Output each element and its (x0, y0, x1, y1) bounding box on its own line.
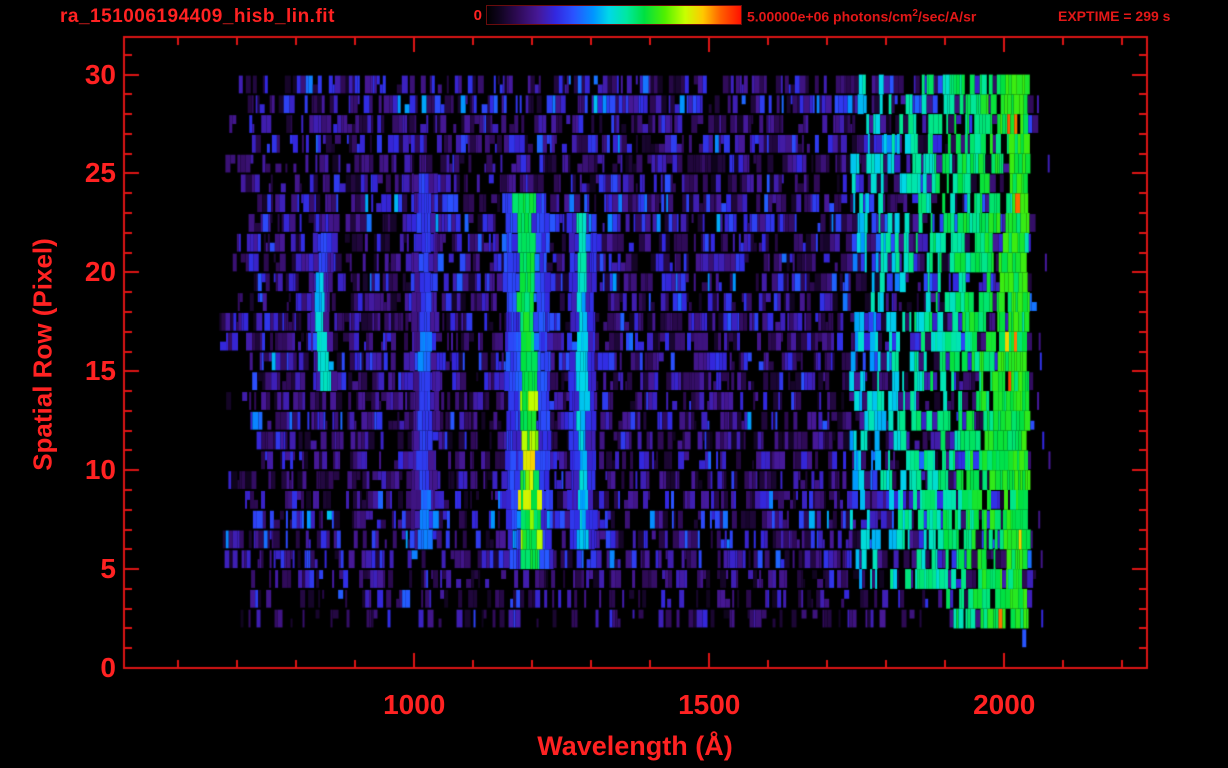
x-tick-label: 1500 (678, 689, 741, 720)
x-tick-label: 1000 (383, 689, 446, 720)
colorbar-units-superscript: 2 (912, 8, 918, 19)
y-tick-label: 10 (84, 454, 116, 486)
colorbar-units-suffix: /sec/A/sr (917, 8, 977, 25)
colorbar-gradient (486, 5, 742, 25)
x-axis-title: Wavelength (Å) (537, 731, 733, 761)
y-axis-title: Spatial Row (Pixel) (27, 238, 58, 471)
y-tick-label: 25 (84, 157, 116, 189)
filename-title: ra_151006194409_hisb_lin.fit (60, 6, 335, 27)
y-tick-label: 15 (84, 355, 116, 387)
colorbar-max-units-label: 5.00000e+06 photons/cm2/sec/A/sr (747, 8, 976, 25)
y-tick-label: 20 (84, 256, 116, 288)
y-tick-label: 0 (100, 652, 116, 683)
colorbar-max-value: 5.00000e+06 (747, 8, 830, 25)
y-tick-label: 5 (100, 553, 116, 585)
colorbar-units-prefix: photons/cm (829, 8, 913, 25)
x-tick-label: 2000 (973, 689, 1036, 720)
y-tick-label: 30 (84, 58, 116, 90)
exptime-label: EXPTIME = 299 s (1058, 8, 1171, 24)
colorbar-min-label: 0 (473, 7, 482, 24)
